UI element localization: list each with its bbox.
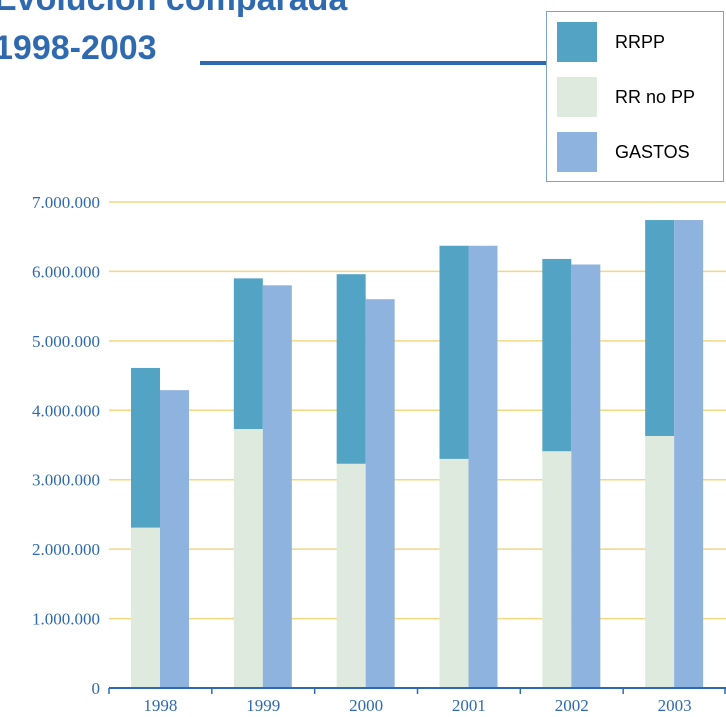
legend-label-gastos: GASTOS [615,142,690,162]
legend-label-rr-no-pp: RR no PP [615,87,696,107]
bar-rr-no-pp-2001 [439,458,469,688]
bar-gastos-2001 [468,245,498,689]
chart-title-line-2: 1998-2003 [0,29,157,67]
x-tick-label: 1998 [143,696,177,715]
bar-rrpp-1998 [131,367,160,528]
chart-title-line-1: Evolución comparada [0,0,347,19]
bar-gastos-2002 [571,264,601,688]
bar-rr-no-pp-2003 [645,435,675,688]
legend: RRPP RR no PP GASTOS [546,11,724,182]
axes [108,687,726,694]
legend-swatch-rr-no-pp [557,77,597,117]
gridlines [109,201,726,620]
bar-rrpp-2001 [439,245,469,459]
legend-item-rr-no-pp: RR no PP [557,77,725,117]
legend-item-rrpp: RRPP [557,22,725,62]
bar-gastos-1999 [262,285,292,688]
legend-swatch-rrpp [557,22,597,62]
y-tick-label: 7.000.000 [32,193,100,212]
legend-item-gastos: GASTOS [557,132,725,172]
bar-rr-no-pp-1998 [131,527,160,688]
x-tick-label: 2002 [555,696,589,715]
legend-swatch-gastos [557,132,597,172]
bar-gastos-2003 [674,220,704,688]
bars [131,220,704,689]
x-tick-label: 1999 [246,696,280,715]
y-tick-label: 1.000.000 [32,610,100,629]
y-tick-label: 0 [92,679,101,698]
bar-gastos-2000 [365,299,395,688]
y-tick-label: 3.000.000 [32,471,100,490]
bar-rr-no-pp-2000 [336,463,366,688]
bar-rrpp-2000 [336,274,366,464]
bar-rrpp-1999 [233,278,263,430]
legend-label-rrpp: RRPP [615,32,666,52]
x-tick-label: 2001 [452,696,486,715]
tick-labels: 0 1.000.000 2.000.000 3.000.000 4.000.000 5.0… [32,193,692,715]
y-tick-label: 6.000.000 [32,262,100,281]
y-tick-label: 5.000.000 [32,332,100,351]
title-underline [200,61,546,65]
x-tick-label: 2003 [658,696,692,715]
bar-rrpp-2002 [542,258,572,452]
bar-rr-no-pp-2002 [542,451,572,688]
bar-rrpp-2003 [645,220,675,436]
y-tick-label: 2.000.000 [32,540,100,559]
bar-rr-no-pp-1999 [233,429,263,688]
y-tick-label: 4.000.000 [32,401,100,420]
bar-gastos-1998 [160,390,189,688]
x-tick-label: 2000 [349,696,383,715]
